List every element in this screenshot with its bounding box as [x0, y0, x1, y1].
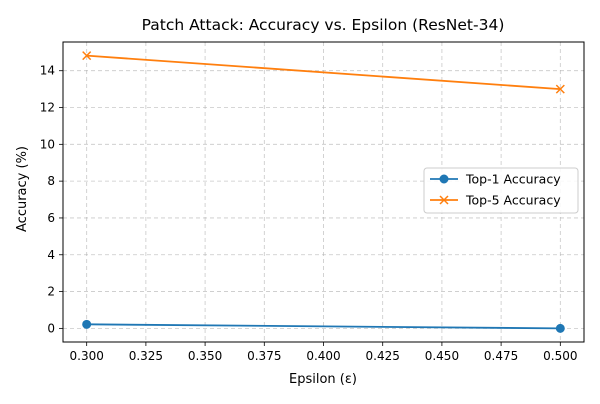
legend: Top-1 Accuracy Top-5 Accuracy	[423, 167, 579, 214]
x-tick-label: 0.425	[366, 349, 400, 363]
y-tick-label: 2	[47, 285, 55, 299]
x-tick-label: 0.325	[129, 349, 163, 363]
data-point-top-1-accuracy	[555, 323, 565, 333]
y-tick-label: 14	[40, 64, 55, 78]
ticks: 0.300 0.325 0.350 0.375 0.400 0.425 0.450 0.475…	[40, 64, 578, 363]
series-line-top-1-accuracy	[86, 323, 561, 330]
y-tick-label: 4	[47, 248, 55, 262]
y-tick-label: 6	[47, 211, 55, 225]
legend-item: Top-1 Accuracy	[430, 172, 561, 187]
chart-title: Patch Attack: Accuracy vs. Epsilon (ResN…	[142, 16, 505, 34]
x-tick-label: 0.300	[70, 349, 104, 363]
y-axis-label: Accuracy (%)	[15, 146, 30, 232]
x-tick-label: 0.375	[247, 349, 281, 363]
legend-marker-swatch	[439, 174, 449, 184]
y-tick-label: 12	[40, 101, 55, 115]
legend-marker-swatch	[439, 195, 449, 205]
series-top-5-accuracy	[82, 51, 565, 94]
x-tick-label: 0.500	[543, 349, 577, 363]
series-top-1-accuracy	[82, 319, 565, 333]
data-point-top-1-accuracy	[82, 319, 92, 329]
x-tick-label: 0.350	[188, 349, 222, 363]
legend-label: Top-5 Accuracy	[465, 193, 561, 208]
x-tick-label: 0.475	[484, 349, 518, 363]
data-point-top-5-accuracy	[82, 51, 92, 61]
legend-label: Top-1 Accuracy	[465, 172, 561, 187]
series-layer	[82, 51, 565, 333]
x-axis-label: Epsilon (ε)	[289, 372, 357, 387]
x-tick-label: 0.400	[306, 349, 340, 363]
x-tick-label: 0.450	[425, 349, 459, 363]
legend-box	[423, 167, 579, 214]
y-tick-label: 8	[47, 174, 55, 188]
y-tick-label: 10	[40, 137, 55, 151]
data-point-top-5-accuracy	[555, 84, 565, 94]
series-line-top-5-accuracy	[86, 54, 561, 91]
legend-item: Top-5 Accuracy	[430, 193, 561, 208]
y-tick-label: 0	[47, 321, 55, 335]
